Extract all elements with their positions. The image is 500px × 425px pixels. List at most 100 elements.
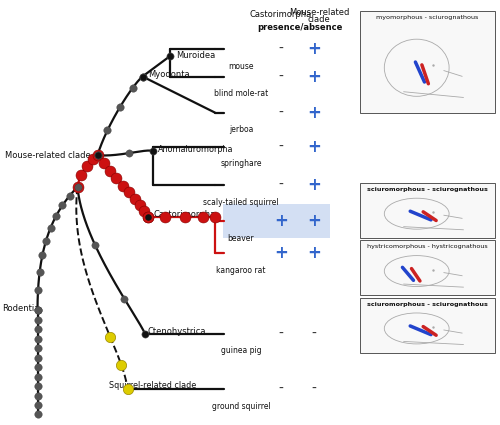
Text: -: - xyxy=(278,70,283,83)
Text: -: - xyxy=(312,382,316,396)
Point xyxy=(91,241,99,248)
Point xyxy=(89,156,97,163)
Text: jerboa: jerboa xyxy=(229,125,253,134)
Text: beaver: beaver xyxy=(228,234,254,243)
Point xyxy=(34,307,42,314)
Text: sciuromorphous - sciurognathous: sciuromorphous - sciurognathous xyxy=(367,187,488,192)
Text: ground squirrel: ground squirrel xyxy=(212,402,270,411)
Point xyxy=(199,213,207,220)
Point xyxy=(118,362,126,369)
Point xyxy=(74,184,82,190)
Point xyxy=(180,213,188,220)
Text: hystricomorphous - hystricognathous: hystricomorphous - hystricognathous xyxy=(367,244,488,249)
Text: Myodonta: Myodonta xyxy=(148,70,190,79)
Text: Castorimorpha: Castorimorpha xyxy=(153,210,215,219)
Point xyxy=(34,401,42,408)
Text: +: + xyxy=(307,68,321,85)
Point xyxy=(34,287,42,294)
Point xyxy=(136,201,144,208)
Point xyxy=(140,207,148,214)
Point xyxy=(429,266,437,273)
Point xyxy=(42,238,50,244)
Point xyxy=(34,411,42,418)
Text: -: - xyxy=(278,106,283,119)
Point xyxy=(106,168,114,175)
Point xyxy=(34,373,42,380)
Point xyxy=(128,85,136,91)
Text: +: + xyxy=(307,176,321,194)
Point xyxy=(161,213,169,220)
Text: -: - xyxy=(278,382,283,396)
Point xyxy=(74,184,82,190)
Point xyxy=(94,152,102,159)
Text: blind mole-rat: blind mole-rat xyxy=(214,89,268,98)
Bar xyxy=(360,298,495,353)
Point xyxy=(34,345,42,351)
Point xyxy=(125,189,133,196)
Point xyxy=(124,385,132,392)
Point xyxy=(52,213,60,220)
Point xyxy=(34,363,42,370)
Point xyxy=(77,172,85,179)
Point xyxy=(82,163,90,170)
Text: +: + xyxy=(307,244,321,262)
Point xyxy=(94,152,102,159)
Point xyxy=(166,53,174,60)
Point xyxy=(120,295,128,302)
Point xyxy=(94,152,102,159)
Text: springhare: springhare xyxy=(220,159,262,168)
Point xyxy=(119,182,127,189)
Text: -: - xyxy=(278,327,283,340)
Text: Castorimorpha: Castorimorpha xyxy=(250,10,312,19)
Point xyxy=(38,252,46,259)
Text: Anomaluromorpha: Anomaluromorpha xyxy=(158,145,234,154)
Point xyxy=(138,73,146,80)
Point xyxy=(34,354,42,361)
Point xyxy=(34,392,42,399)
Point xyxy=(429,209,437,215)
Point xyxy=(34,326,42,332)
Point xyxy=(144,213,152,220)
Text: +: + xyxy=(307,212,321,230)
Point xyxy=(34,307,42,314)
Text: scaly-tailed squirrel: scaly-tailed squirrel xyxy=(203,198,279,207)
Text: sciuromorphous - sciurognathous: sciuromorphous - sciurognathous xyxy=(367,302,488,307)
Text: kangaroo rat: kangaroo rat xyxy=(216,266,266,275)
Point xyxy=(100,160,108,167)
Point xyxy=(148,147,156,154)
Point xyxy=(211,213,219,220)
Point xyxy=(104,127,112,134)
Text: +: + xyxy=(307,104,321,122)
Point xyxy=(46,224,54,231)
Point xyxy=(34,382,42,389)
Bar xyxy=(360,183,495,238)
Point xyxy=(58,202,66,209)
Point xyxy=(141,330,149,337)
Point xyxy=(116,103,124,110)
Text: Mouse-related clade: Mouse-related clade xyxy=(5,150,91,160)
Text: Muroidea: Muroidea xyxy=(176,51,215,60)
Point xyxy=(166,53,174,60)
Point xyxy=(131,196,139,202)
Point xyxy=(112,175,120,182)
Point xyxy=(66,193,74,199)
Bar xyxy=(360,11,495,113)
Bar xyxy=(360,240,495,295)
Text: +: + xyxy=(274,244,288,262)
Point xyxy=(36,269,44,275)
Text: guinea pig: guinea pig xyxy=(220,346,262,355)
Point xyxy=(148,147,156,154)
Point xyxy=(429,323,437,330)
Text: +: + xyxy=(307,40,321,58)
Text: Rodentia: Rodentia xyxy=(2,303,40,313)
Text: presence/absence: presence/absence xyxy=(258,23,342,32)
Text: clade: clade xyxy=(308,15,330,24)
Point xyxy=(144,213,152,220)
Point xyxy=(106,333,114,340)
Point xyxy=(429,62,437,68)
Text: -: - xyxy=(312,327,316,340)
Point xyxy=(138,73,146,80)
Text: -: - xyxy=(278,42,283,56)
Point xyxy=(126,150,134,156)
Point xyxy=(141,330,149,337)
